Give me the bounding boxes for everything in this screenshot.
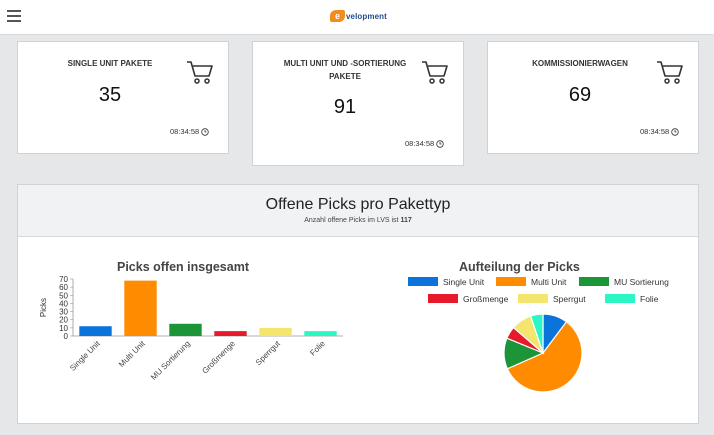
bar-multi-unit — [124, 280, 157, 336]
clock-icon — [436, 139, 444, 148]
x-tick-label: MU Sortierung — [149, 339, 192, 382]
timestamp-text: 08:34:58 — [640, 127, 670, 136]
legend-swatch-mu-sortierung — [579, 277, 609, 286]
logo[interactable]: e velopment — [330, 9, 387, 23]
pie-chart: Single Unit Multi Unit MU Sortierung Großme… — [408, 277, 669, 393]
y-tick-label: 50 — [59, 291, 68, 300]
bar-folie — [304, 331, 337, 336]
bar-chart-title: Picks offen insgesamt — [117, 260, 249, 274]
card-value: 91 — [333, 96, 357, 118]
legend-label-multi-unit: Multi Unit — [531, 277, 567, 287]
x-tick-label: Single Unit — [68, 339, 102, 373]
card-timestamp: 08:34:58 — [640, 127, 679, 136]
timestamp-text: 08:34:58 — [170, 127, 200, 136]
clock-icon — [671, 127, 679, 136]
panel-title: Offene Picks pro Pakettyp — [265, 196, 451, 213]
legend-label-mu-sortierung: MU Sortierung — [614, 277, 669, 287]
cart-icon — [422, 61, 448, 84]
y-tick-label: 40 — [59, 299, 68, 308]
cart-icon — [657, 61, 683, 84]
legend-swatch-multi-unit — [496, 277, 526, 286]
logo-text: velopment — [346, 11, 387, 21]
card-single-unit: SINGLE UNIT PAKETE 35 08:34:58 — [17, 41, 229, 154]
card-value: 35 — [98, 84, 122, 106]
y-tick-label: 0 — [64, 332, 69, 341]
pie-chart-title: Aufteilung der Picks — [459, 260, 580, 274]
bar-sperrgut — [259, 327, 292, 336]
pie-slice-multi-unit — [506, 320, 583, 393]
y-tick-label: 60 — [59, 283, 68, 292]
picks-panel: Offene Picks pro Pakettyp Anzahl offene … — [17, 184, 699, 424]
legend-swatch-grossmenge — [428, 294, 458, 303]
cart-icon — [187, 61, 213, 84]
y-tick-label: 30 — [59, 308, 68, 317]
legend-swatch-sperrgut — [518, 294, 548, 303]
y-tick-label: 70 — [59, 275, 68, 284]
card-title: KOMMISSIONIERWAGEN — [532, 59, 628, 68]
card-timestamp: 08:34:58 — [405, 139, 444, 148]
bar-grossmenge — [214, 331, 247, 336]
y-axis-label: Picks — [39, 298, 48, 317]
legend-swatch-single-unit — [408, 277, 438, 286]
legend-label-folie: Folie — [640, 294, 659, 304]
card-timestamp: 08:34:58 — [170, 127, 209, 136]
pie-slice-folie — [529, 313, 544, 354]
card-multi-unit: MULTI UNIT UND -SORTIERUNG PAKETE 91 08:… — [252, 41, 464, 166]
logo-mark: e — [330, 10, 345, 22]
subtitle-text: Anzahl offene Picks im LVS ist — [304, 217, 399, 224]
legend-label-sperrgut: Sperrgut — [553, 294, 586, 304]
card-kommissionierwagen: KOMMISSIONIERWAGEN 69 08:34:58 — [487, 41, 699, 154]
x-tick-label: Großmenge — [200, 339, 237, 376]
clock-icon — [201, 127, 209, 136]
legend-label-grossmenge: Großmenge — [463, 294, 509, 304]
subtitle-total: 117 — [400, 217, 412, 224]
x-tick-label: Multi Unit — [117, 339, 147, 369]
legend-label-single-unit: Single Unit — [443, 277, 485, 287]
menu-icon[interactable] — [7, 10, 21, 22]
panel-header: Offene Picks pro Pakettyp Anzahl offene … — [18, 185, 698, 237]
bar-single-unit — [79, 326, 112, 336]
card-title: MULTI UNIT UND -SORTIERUNG PAKETE — [283, 59, 407, 81]
top-bar: e velopment — [0, 0, 714, 35]
x-tick-label: Sperrgut — [254, 339, 283, 368]
y-tick-label: 20 — [59, 316, 68, 325]
timestamp-text: 08:34:58 — [405, 139, 435, 148]
panel-subtitle: Anzahl offene Picks im LVS ist 117 — [18, 217, 698, 224]
x-tick-label: Folie — [308, 339, 327, 358]
card-title: SINGLE UNIT PAKETE — [67, 59, 153, 68]
bar-mu-sortierung — [169, 323, 202, 336]
card-value: 69 — [568, 84, 592, 106]
legend-swatch-folie — [605, 294, 635, 303]
y-tick-label: 10 — [59, 324, 68, 333]
